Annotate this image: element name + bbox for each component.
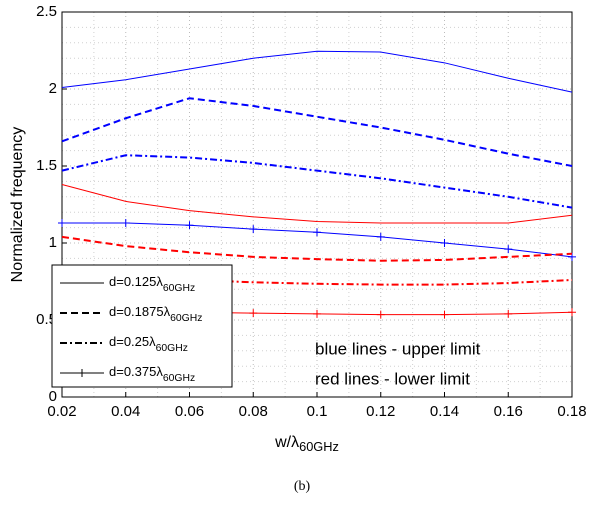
x-tick-label: 0.16 bbox=[494, 403, 523, 420]
annotation: blue lines - upper limit bbox=[315, 339, 481, 358]
marker bbox=[376, 232, 385, 241]
series-line bbox=[61, 183, 573, 224]
marker bbox=[504, 245, 513, 254]
marker bbox=[121, 218, 130, 227]
x-tick-label: 0.04 bbox=[111, 403, 140, 420]
marker bbox=[58, 218, 66, 227]
series-line bbox=[61, 97, 573, 167]
y-axis-label: Normalized frequency bbox=[9, 127, 26, 283]
legend-box bbox=[51, 264, 233, 388]
marker bbox=[440, 239, 449, 247]
marker bbox=[249, 309, 258, 318]
marker bbox=[440, 310, 449, 319]
legend-label: d=0.125λ60GHz bbox=[109, 274, 195, 293]
y-tick-label: 0 bbox=[49, 388, 57, 405]
y-tick-label: 2.5 bbox=[36, 3, 57, 20]
marker bbox=[313, 228, 321, 237]
legend-label: d=0.1875λ60GHz bbox=[109, 304, 202, 323]
axes-box bbox=[61, 11, 573, 398]
x-tick-label: 0.1 bbox=[307, 403, 328, 420]
series-line bbox=[61, 154, 573, 209]
marker bbox=[376, 310, 385, 319]
x-tick-label: 0.08 bbox=[239, 403, 268, 420]
x-tick-label: 0.02 bbox=[47, 403, 76, 420]
legend-label: d=0.25λ60GHz bbox=[109, 334, 188, 353]
marker bbox=[249, 225, 258, 234]
series-line bbox=[61, 235, 573, 262]
marker bbox=[504, 309, 513, 318]
y-tick-label: 2 bbox=[49, 80, 57, 97]
legend-label: d=0.375λ60GHz bbox=[109, 364, 195, 383]
x-tick-label: 0.14 bbox=[430, 403, 459, 420]
marker bbox=[568, 308, 576, 317]
x-tick-label: 0.06 bbox=[175, 403, 204, 420]
caption: (b) bbox=[294, 479, 311, 494]
x-tick-label: 0.12 bbox=[366, 403, 395, 420]
series-line bbox=[61, 50, 573, 93]
marker bbox=[313, 309, 321, 318]
marker bbox=[78, 369, 86, 377]
y-tick-label: 1 bbox=[49, 234, 57, 251]
y-tick-label: 1.5 bbox=[36, 157, 57, 174]
x-axis-label: w/λ60GHz bbox=[274, 434, 339, 454]
marker bbox=[185, 221, 194, 230]
annotation: red lines - lower limit bbox=[315, 369, 470, 388]
x-tick-label: 0.18 bbox=[557, 403, 586, 420]
